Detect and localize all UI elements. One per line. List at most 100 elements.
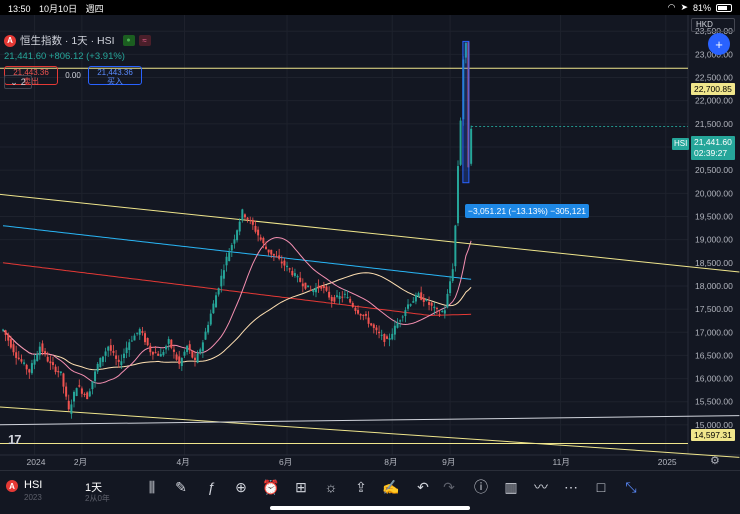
candle-body — [36, 354, 39, 362]
candle-body — [170, 339, 173, 348]
spread-value: 0.00 — [65, 71, 81, 80]
candle-body — [259, 237, 262, 240]
idea-icon[interactable]: ☼ — [324, 479, 338, 495]
support-price-tag: 14,597.31 — [691, 429, 735, 441]
candle-body — [80, 388, 83, 394]
symbol-tag: HSI — [672, 138, 690, 150]
candle-body — [435, 308, 438, 310]
candle-body — [330, 297, 333, 302]
candle-body — [204, 331, 207, 340]
candle-body — [370, 323, 373, 326]
toolbar-symbol-sub: 2023 — [24, 493, 42, 502]
price-axis-label: 16,500.00 — [695, 350, 733, 360]
candle-body — [38, 346, 41, 356]
currency-selector[interactable]: HKD — [691, 18, 735, 32]
candle-body — [451, 269, 454, 281]
candle-body — [54, 366, 57, 372]
measure-box — [462, 40, 470, 184]
candle-body — [422, 298, 425, 302]
bar-countdown: 02:39:27 — [694, 148, 728, 158]
candle-body — [20, 359, 23, 362]
candle-body — [265, 246, 267, 250]
time-axis-label: 11月 — [553, 457, 570, 467]
candle-body — [138, 329, 141, 335]
candle-body — [236, 230, 239, 241]
undo-icon[interactable]: ↶ — [417, 479, 429, 495]
pen-icon[interactable]: ✎ — [175, 479, 187, 495]
candle-body — [299, 277, 302, 282]
interval-selector[interactable]: 1天 — [85, 482, 103, 494]
gear-icon[interactable]: ⚙ — [710, 455, 720, 467]
candle-body — [120, 361, 123, 366]
trendline — [0, 415, 740, 426]
candle-body — [193, 357, 196, 361]
candle-body — [73, 391, 76, 402]
candle-body — [396, 322, 399, 328]
price-axis-label: 20,500.00 — [695, 165, 733, 175]
candle-body — [151, 351, 154, 355]
candle-body — [136, 332, 139, 334]
candle-body — [341, 296, 344, 298]
candle-body — [372, 324, 375, 328]
candle-body — [25, 364, 28, 370]
wifi-icon: ◠ — [667, 2, 676, 12]
candle-body — [212, 303, 215, 314]
buy-button[interactable]: 21,443.36 买入 — [88, 66, 142, 86]
candle-body — [101, 356, 104, 362]
price-chart[interactable]: 23,500.0023,000.0022,500.0022,000.0021,5… — [0, 15, 740, 470]
candle-body — [454, 225, 457, 267]
plus-circle-icon[interactable]: ⊕ — [235, 479, 247, 495]
drawing-tool-icon[interactable]: 〰 — [534, 479, 548, 495]
candle-body — [167, 339, 170, 344]
price-axis-label: 15,500.00 — [695, 397, 733, 407]
more-icon[interactable]: ⋯ — [564, 479, 578, 495]
chevron-down-icon: ⌄ — [10, 76, 18, 87]
candle-body — [362, 314, 365, 316]
price-axis-label: 19,000.00 — [695, 235, 733, 245]
sell-price: 21,443.36 — [13, 68, 49, 77]
pencil-edit-icon[interactable]: ✍ — [382, 479, 400, 495]
candle-body — [109, 345, 112, 351]
candle-body — [296, 276, 299, 278]
candle-body — [183, 351, 186, 356]
candles-icon[interactable]: ⫼ — [148, 479, 156, 495]
candle-body — [44, 351, 47, 354]
alarm-icon[interactable]: ⏰ — [262, 479, 280, 495]
candle-body — [104, 351, 107, 356]
candle-body — [441, 311, 444, 313]
candle-body — [225, 256, 228, 266]
price-axis-label: 19,500.00 — [695, 211, 733, 221]
layout-icon[interactable]: ⊞ — [295, 479, 307, 495]
candle-body — [309, 289, 312, 291]
candle-body — [243, 214, 246, 218]
candle-body — [178, 356, 181, 365]
fullscreen-icon[interactable]: ⤡ — [625, 479, 637, 495]
candle-body — [280, 261, 283, 264]
candle-body — [412, 301, 415, 303]
share-icon[interactable]: ⇪ — [355, 479, 367, 495]
info-icon[interactable]: ⓘ — [474, 479, 488, 495]
add-plus-icon[interactable]: + — [708, 33, 730, 55]
candle-body — [336, 295, 339, 297]
chart-area[interactable]: 23,500.00 23,000.00 22,500.00 22,000.00 21,5… — [0, 15, 740, 470]
formula-icon[interactable]: ƒ — [207, 479, 215, 495]
candle-body — [70, 404, 73, 414]
candle-body — [162, 352, 165, 356]
bar-chart-icon[interactable]: ▥ — [504, 479, 518, 495]
candle-body — [286, 265, 289, 268]
candle-body — [470, 128, 473, 164]
candle-body — [88, 391, 91, 397]
square-icon[interactable]: □ — [596, 479, 606, 495]
redo-icon[interactable]: ↷ — [443, 479, 455, 495]
indicator-collapse-button[interactable]: ⌄ 2 — [4, 75, 32, 89]
candle-body — [130, 340, 133, 342]
candle-body — [399, 320, 402, 322]
candle-body — [312, 289, 315, 293]
candle-body — [383, 334, 386, 342]
tradingview-logo-icon[interactable]: 17 — [8, 432, 22, 447]
legend-title[interactable]: 恒生指数 · 1天 · HSI — [20, 35, 115, 47]
candle-body — [99, 357, 102, 368]
candle-body — [293, 273, 296, 276]
toolbar-symbol[interactable]: HSI — [24, 479, 43, 491]
candle-body — [464, 42, 467, 58]
